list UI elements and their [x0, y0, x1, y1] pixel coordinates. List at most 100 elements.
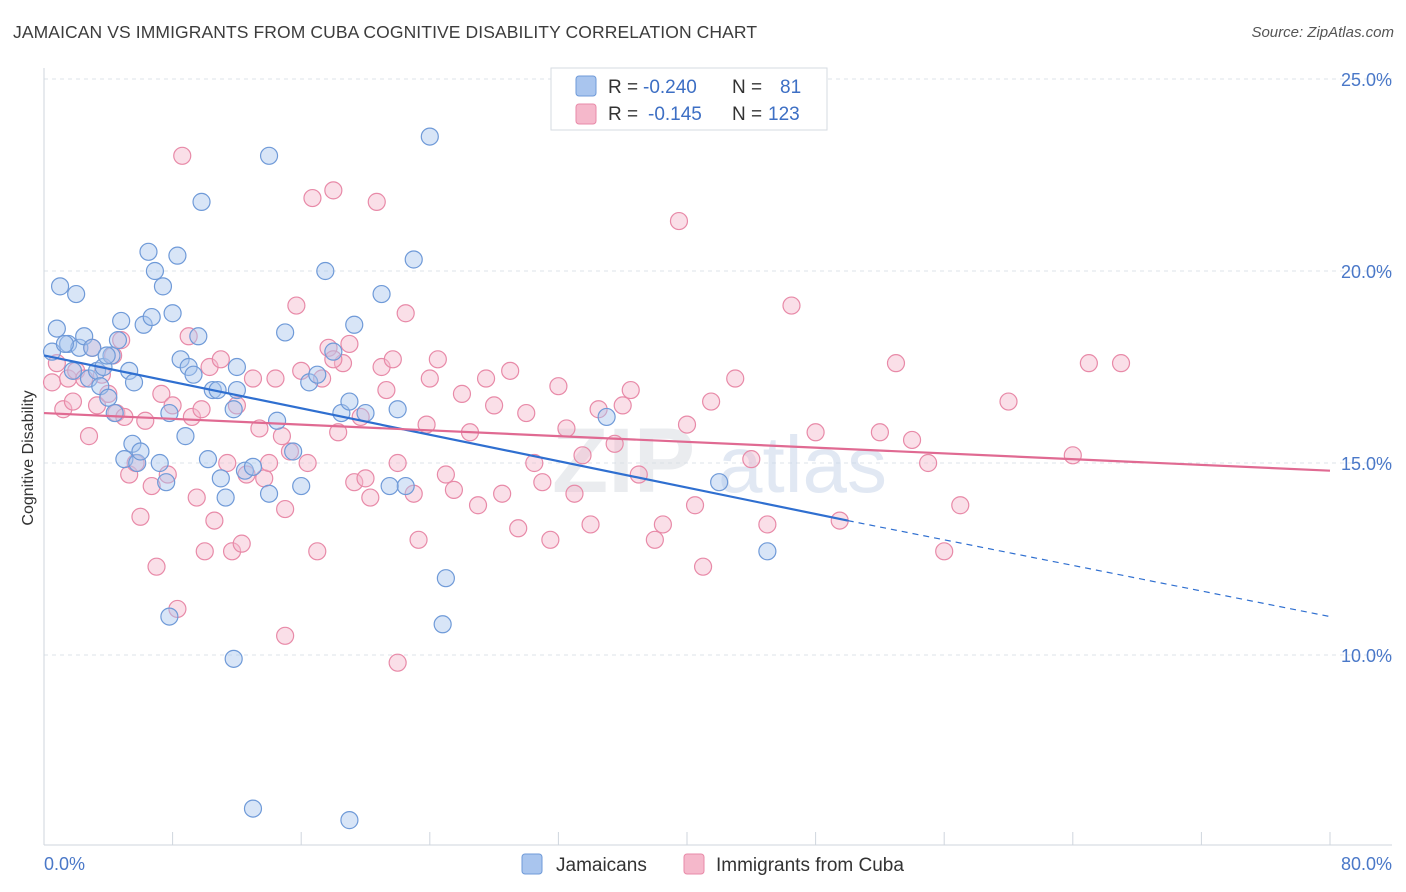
- jamaican-point-66: [420, 127, 439, 146]
- cuba-point-99: [653, 515, 672, 534]
- cuba-points: [42, 146, 1131, 672]
- jamaican-point-21: [124, 373, 144, 392]
- x-tick-label-min: 0.0%: [44, 854, 85, 874]
- cuba-point-111: [870, 423, 890, 442]
- cuba-point-108: [782, 296, 801, 315]
- x-tick-marks: [43, 832, 1331, 845]
- y-tick-label-20: 20.0%: [1341, 262, 1392, 282]
- jamaican-point-6: [70, 338, 89, 357]
- cuba-point-46: [276, 499, 295, 519]
- jamaican-point-74: [160, 607, 179, 626]
- cuba-point-103: [693, 557, 713, 576]
- chart-title: JAMAICAN VS IMMIGRANTS FROM CUBA COGNITI…: [13, 22, 758, 42]
- jamaican-trend-line: [43, 354, 848, 522]
- cuba-point-74: [436, 465, 455, 484]
- jamaican-point-35: [176, 427, 195, 446]
- cuba-point-112: [886, 354, 906, 373]
- jamaican-point-46: [227, 357, 246, 377]
- jamaican-point-37: [184, 365, 203, 384]
- cuba-point-30: [192, 400, 211, 419]
- cuba-point-51: [303, 188, 322, 208]
- cuba-point-48: [287, 296, 306, 315]
- cuba-point-50: [298, 453, 317, 473]
- jamaican-point-9: [83, 338, 102, 357]
- cuba-point-27: [179, 327, 198, 346]
- jamaican-point-53: [292, 476, 311, 496]
- jamaican-point-61: [356, 403, 375, 423]
- jamaican-point-31: [160, 403, 179, 423]
- cuba-point-107: [758, 515, 777, 534]
- jamaican-point-33: [168, 246, 187, 265]
- cuba-point-104: [702, 392, 721, 411]
- legend-r-value-2: -0.145: [648, 104, 702, 125]
- jamaican-trend-extension: [847, 520, 1331, 618]
- jamaican-point-78: [97, 346, 116, 365]
- jamaican-point-43: [211, 469, 230, 488]
- jamaican-point-29: [153, 277, 173, 296]
- jamaican-point-15: [105, 403, 124, 423]
- jamaican-point-44: [216, 488, 235, 507]
- y-tick-labels: 10.0% 15.0% 20.0% 25.0%: [1341, 70, 1392, 666]
- cuba-point-81: [493, 484, 512, 503]
- cuba-point-67: [388, 453, 407, 473]
- cuba-point-52: [308, 542, 327, 561]
- cuba-point-44: [266, 369, 285, 388]
- jamaican-point-17: [112, 311, 131, 331]
- bottom-legend: Jamaicans Immigrants from Cuba: [521, 853, 904, 876]
- jamaican-point-45: [224, 400, 243, 419]
- jamaican-point-2: [50, 277, 70, 296]
- legend-n-label-2: N =: [732, 104, 762, 125]
- bottom-legend-label-cuba: Immigrants from Cuba: [716, 855, 904, 876]
- jamaican-point-60: [345, 315, 364, 334]
- cuba-point-109: [806, 423, 825, 442]
- cuba-point-58: [340, 334, 359, 354]
- source-label: Source: ZipAtlas.com: [1251, 24, 1394, 41]
- jamaican-point-62: [372, 284, 391, 304]
- cuba-point-29: [187, 488, 206, 507]
- jamaican-point-56: [316, 261, 335, 281]
- cuba-point-119: [1079, 354, 1098, 373]
- jamaican-point-26: [142, 307, 161, 327]
- y-tick-label-10: 10.0%: [1341, 646, 1392, 666]
- jamaican-point-4: [63, 361, 83, 380]
- jamaican-point-73: [758, 542, 777, 561]
- trend-lines: [43, 354, 1331, 618]
- cuba-point-96: [621, 380, 640, 400]
- jamaican-point-64: [396, 476, 415, 496]
- cuba-point-63: [367, 192, 386, 211]
- cuba-point-45: [272, 427, 292, 446]
- jamaican-points: [42, 127, 777, 830]
- cuba-point-55: [324, 181, 343, 200]
- jamaican-point-5: [67, 284, 86, 304]
- cuba-point-86: [533, 473, 552, 492]
- jamaican-point-57: [324, 342, 343, 361]
- legend-n-value-2: 123: [768, 104, 800, 125]
- cuba-point-97: [629, 465, 648, 484]
- cuba-point-80: [485, 396, 504, 415]
- jamaican-point-63: [388, 400, 407, 419]
- jamaican-point-77: [340, 811, 359, 830]
- legend-n-value-1: 81: [780, 77, 801, 98]
- jamaican-point-49: [259, 484, 279, 503]
- jamaican-point-80: [55, 334, 74, 354]
- cuba-point-18: [131, 507, 150, 526]
- bottom-legend-swatch-cuba: [683, 853, 705, 875]
- cuba-point-85: [525, 453, 544, 473]
- legend-box: R = -0.240 N = 81 R = -0.145 N = 123: [550, 67, 828, 131]
- cuba-point-31: [195, 542, 214, 561]
- jamaican-point-30: [157, 473, 176, 492]
- jamaican-point-1: [47, 319, 66, 338]
- cuba-point-22: [152, 384, 171, 403]
- cuba-point-106: [742, 450, 761, 469]
- legend-swatch-cuba: [575, 103, 597, 125]
- cuba-point-68: [396, 304, 415, 323]
- cuba-point-121: [388, 653, 407, 672]
- jamaican-point-76: [243, 799, 263, 818]
- watermark-atlas: atlas: [718, 420, 887, 509]
- cuba-point-59: [345, 473, 364, 492]
- jamaican-point-40: [198, 450, 218, 469]
- cuba-point-70: [409, 530, 428, 549]
- cuba-point-65: [377, 380, 396, 400]
- jamaican-point-52: [284, 442, 303, 461]
- cuba-point-28: [182, 407, 201, 427]
